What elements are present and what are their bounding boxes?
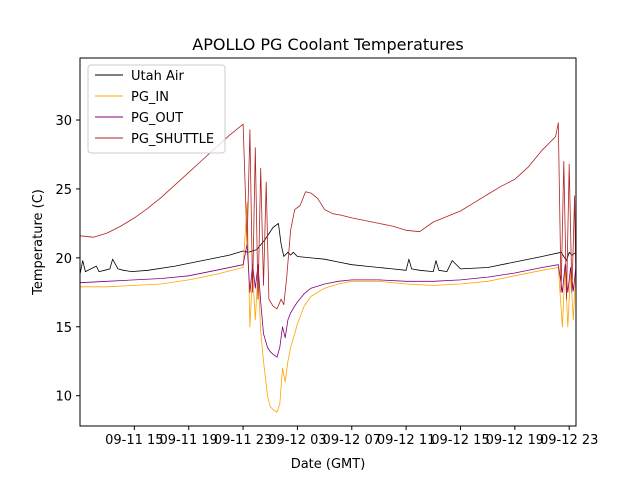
x-tick-label: 09-12 11 [377,433,435,448]
y-tick-label: 25 [55,183,72,198]
x-tick-label: 09-12 23 [540,433,598,448]
x-tick-label: 09-11 15 [105,433,163,448]
legend-box [87,64,226,154]
plot-frame [79,57,577,427]
x-tick-label: 09-12 19 [486,433,544,448]
legend-label-pg-out: PG_OUT [131,111,183,126]
y-axis: 10 15 20 25 30 [55,114,80,405]
y-tick-label: 15 [55,321,72,336]
x-tick-label: 09-12 07 [323,433,381,448]
chart-title: APOLLO PG Coolant Temperatures [192,35,463,54]
legend-label-pg-in: PG_IN [131,90,169,105]
legend: Utah Air PG_IN PG_OUT PG_SHUTTLE [87,64,226,154]
x-tick-label: 09-11 19 [159,433,217,448]
y-tick-label: 10 [55,390,72,405]
series-line-pg-out [80,243,576,358]
legend-label-pg-shuttle: PG_SHUTTLE [131,132,214,147]
x-tick-label: 09-12 03 [268,433,326,448]
y-tick-label: 30 [55,114,72,129]
x-axis-label: Date (GMT) [291,457,366,472]
legend-label-utah-air: Utah Air [131,69,184,84]
x-tick-label: 09-11 23 [214,433,272,448]
x-tick-label: 09-12 15 [431,433,489,448]
y-tick-label: 20 [55,252,72,267]
y-axis-label: Temperature (C) [31,189,46,296]
series-line-utah-air [80,222,576,275]
